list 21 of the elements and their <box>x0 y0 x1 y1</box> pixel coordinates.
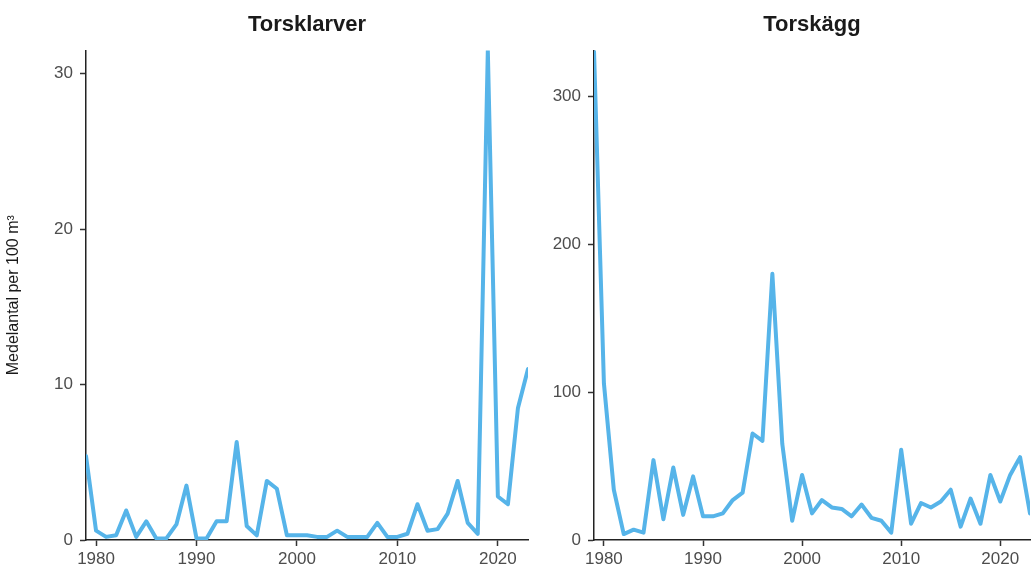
y-tick-label: 0 <box>571 529 581 549</box>
chart-title: Torskägg <box>763 11 861 37</box>
chart-title: Torsklarver <box>247 11 367 37</box>
x-tick-label: 2020 <box>981 548 1020 568</box>
x-tick-label: 2020 <box>478 548 517 568</box>
y-tick-label: 300 <box>552 85 581 105</box>
y-tick-label: 100 <box>552 381 581 401</box>
x-tick-label: 1990 <box>684 548 722 568</box>
y-tick-label: 200 <box>552 233 581 253</box>
x-tick-label: 2000 <box>783 548 822 568</box>
y-tick-label: 0 <box>63 529 73 549</box>
y-axis-title: Medelantal per 100 m³ <box>4 214 22 376</box>
x-tick-label: 2010 <box>378 548 417 568</box>
y-tick-label: 20 <box>54 218 73 238</box>
x-tick-label: 2000 <box>278 548 316 568</box>
y-tick-label: 30 <box>54 63 73 83</box>
x-tick-label: 1980 <box>585 548 623 568</box>
x-tick-label: 2010 <box>882 548 921 568</box>
x-tick-label: 1990 <box>177 548 216 568</box>
y-tick-label: 10 <box>54 374 73 394</box>
x-tick-label: 1980 <box>77 548 115 568</box>
